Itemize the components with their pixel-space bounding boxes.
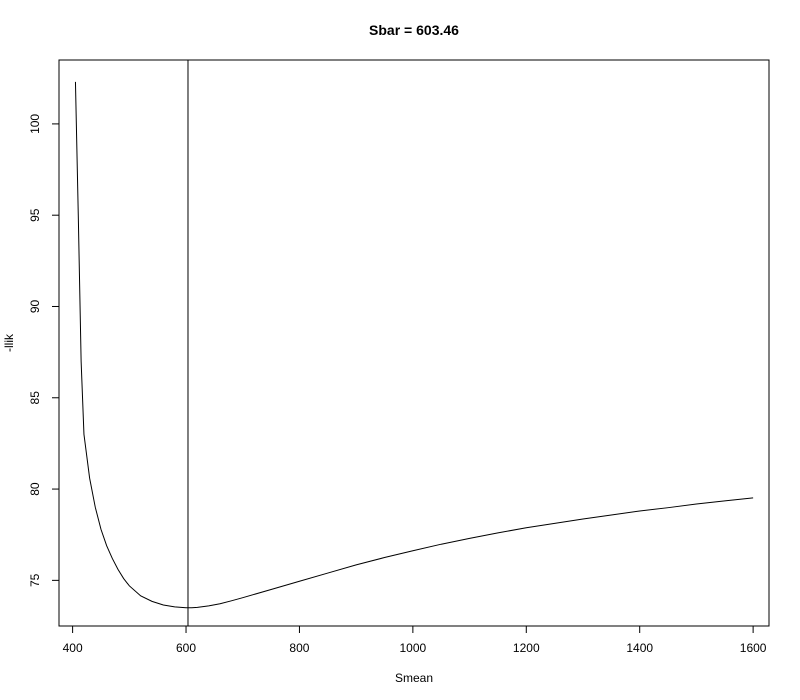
x-tick-label: 1400 (626, 641, 653, 655)
x-tick-label: 1000 (400, 641, 427, 655)
x-tick-label: 1200 (513, 641, 540, 655)
y-tick-label: 100 (28, 114, 42, 134)
chart-title: Sbar = 603.46 (369, 22, 459, 38)
y-axis-label: -llik (2, 333, 16, 352)
x-tick-label: 800 (289, 641, 309, 655)
y-tick-label: 90 (28, 299, 42, 313)
y-tick-label: 95 (28, 208, 42, 222)
x-axis: 400 600 800 1000 1200 1400 1600 (63, 625, 767, 655)
x-axis-label: Smean (395, 671, 433, 685)
y-tick-label: 85 (28, 391, 42, 405)
llik-curve (74, 81, 754, 609)
x-tick-label: 600 (176, 641, 196, 655)
y-tick-label: 80 (28, 482, 42, 496)
plot-frame (58, 59, 770, 627)
x-tick-label: 1600 (740, 641, 767, 655)
y-axis: 75 80 85 90 95 100 (28, 114, 60, 587)
x-tick-label: 400 (63, 641, 83, 655)
y-tick-label: 75 (28, 573, 42, 587)
